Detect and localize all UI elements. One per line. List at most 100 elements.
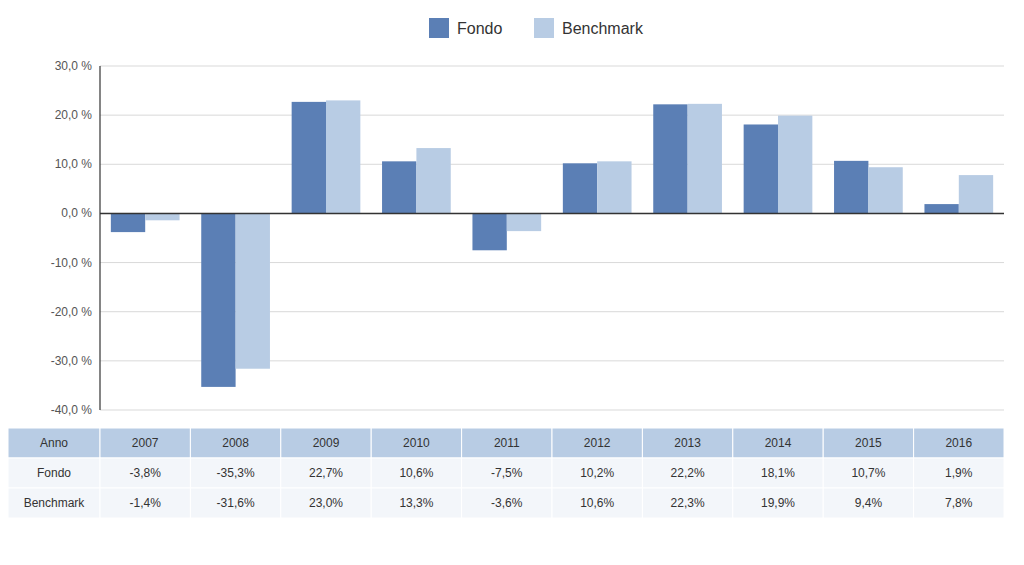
bar xyxy=(959,175,993,213)
y-tick-label: -30,0 % xyxy=(51,354,93,368)
table-value: 10,6% xyxy=(399,466,433,480)
bar xyxy=(507,213,541,231)
bar xyxy=(236,213,270,368)
table-value: -3,8% xyxy=(130,466,162,480)
table-cell xyxy=(733,488,823,518)
table-cell xyxy=(371,458,461,488)
table-value: 9,4% xyxy=(855,496,883,510)
y-tick-label: 20,0 % xyxy=(55,108,93,122)
data-table: Anno200720082009201020112012201320142015… xyxy=(8,428,1004,518)
legend: Fondo Benchmark xyxy=(429,18,644,38)
table-value: 19,9% xyxy=(761,496,795,510)
category-label: 2011 xyxy=(494,436,520,450)
bar xyxy=(834,161,868,214)
table-value: 13,3% xyxy=(399,496,433,510)
table-cell xyxy=(733,428,823,458)
table-cell xyxy=(100,488,190,518)
y-tick-label: -20,0 % xyxy=(51,305,93,319)
table-cell xyxy=(100,428,190,458)
y-axis: -40,0 % -30,0 % -20,0 % -10,0 % 0,0 % 10,0 % 2… xyxy=(51,59,1004,417)
table-cell xyxy=(281,428,371,458)
table-cell xyxy=(8,428,100,458)
table-cell xyxy=(642,488,732,518)
bar xyxy=(201,213,235,386)
table-cell xyxy=(733,458,823,488)
zero-line xyxy=(100,213,1004,215)
chart-svg: -40,0 % -30,0 % -20,0 % -10,0 % 0,0 % 10,0 % 2… xyxy=(0,0,1024,565)
category-label: 2013 xyxy=(674,436,701,450)
table-cell xyxy=(552,428,642,458)
y-tick-label: -10,0 % xyxy=(51,256,93,270)
category-label: 2009 xyxy=(313,436,340,450)
y-tick-label: 10,0 % xyxy=(55,157,93,171)
table-cell xyxy=(371,428,461,458)
category-label: 2012 xyxy=(584,436,611,450)
table-value: 22,7% xyxy=(309,466,343,480)
bar xyxy=(326,100,360,213)
grid-line xyxy=(100,66,1004,67)
table-cell xyxy=(642,458,732,488)
bar xyxy=(292,102,326,214)
table-value: 22,2% xyxy=(671,466,705,480)
table-cell xyxy=(642,428,732,458)
y-tick-label: 0,0 % xyxy=(61,206,92,220)
table-cell xyxy=(8,458,100,488)
table-value: -3,6% xyxy=(491,496,523,510)
table-cell xyxy=(552,458,642,488)
table-value: 10,6% xyxy=(580,496,614,510)
y-axis-line xyxy=(99,66,100,410)
grid-line xyxy=(100,164,1004,165)
bar xyxy=(688,104,722,214)
bar xyxy=(868,167,902,213)
bar xyxy=(778,116,812,214)
table-cell xyxy=(914,488,1004,518)
table-value: -7,5% xyxy=(491,466,523,480)
table-value: -35,3% xyxy=(217,466,255,480)
grid-line xyxy=(100,115,1004,116)
table-value: 10,7% xyxy=(851,466,885,480)
category-label: 2014 xyxy=(765,436,792,450)
bar xyxy=(111,213,145,232)
table-cell xyxy=(823,428,913,458)
table-value: 23,0% xyxy=(309,496,343,510)
category-label: 2015 xyxy=(855,436,882,450)
legend-swatch xyxy=(534,18,554,38)
bar xyxy=(744,124,778,213)
table-row xyxy=(8,488,1004,518)
bar xyxy=(472,213,506,250)
table-cell xyxy=(281,488,371,518)
table-value: 18,1% xyxy=(761,466,795,480)
table-value: 1,9% xyxy=(945,466,973,480)
legend-label: Fondo xyxy=(457,20,502,37)
bar xyxy=(653,104,687,213)
table-value: 10,2% xyxy=(580,466,614,480)
grid-line xyxy=(100,213,1004,214)
table-row xyxy=(8,458,1004,488)
table-cell xyxy=(190,428,280,458)
legend-swatch xyxy=(429,18,449,38)
chart-container: -40,0 % -30,0 % -20,0 % -10,0 % 0,0 % 10,0 % 2… xyxy=(0,0,1024,565)
bars xyxy=(111,100,993,387)
table-row-label: Benchmark xyxy=(24,496,86,510)
table-cell xyxy=(462,428,552,458)
table-cell xyxy=(190,488,280,518)
category-label: 2010 xyxy=(403,436,430,450)
table-cell xyxy=(190,458,280,488)
table-cell xyxy=(823,458,913,488)
table-cell xyxy=(100,458,190,488)
category-label: 2007 xyxy=(132,436,159,450)
bar xyxy=(924,204,958,213)
y-tick-label: -40,0 % xyxy=(51,403,93,417)
table-cell xyxy=(914,458,1004,488)
bar xyxy=(145,213,179,220)
legend-label: Benchmark xyxy=(562,20,644,37)
table-cell xyxy=(462,488,552,518)
table-cell xyxy=(552,488,642,518)
table-value: -31,6% xyxy=(217,496,255,510)
table-cell xyxy=(462,458,552,488)
table-cell xyxy=(371,488,461,518)
table-row-label: Fondo xyxy=(37,466,71,480)
bar xyxy=(597,161,631,213)
category-label: 2016 xyxy=(945,436,972,450)
bar xyxy=(563,163,597,213)
